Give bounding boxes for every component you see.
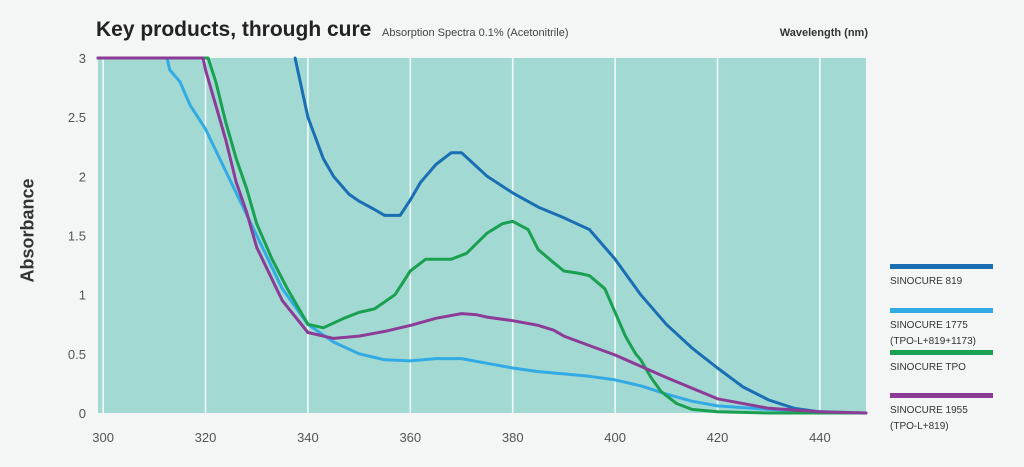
legend-swatch-4 bbox=[890, 393, 993, 398]
y-tick-label-1: 1 bbox=[79, 288, 86, 303]
legend-subname-4: (TPO-L+819) bbox=[890, 421, 949, 432]
legend-name-1: SINOCURE 819 bbox=[890, 276, 963, 287]
legend-subname-2: (TPO-L+819+1173) bbox=[890, 336, 976, 347]
series-line-1 bbox=[293, 56, 868, 415]
gridlines bbox=[102, 58, 821, 413]
legend-swatch-1 bbox=[890, 264, 993, 269]
legend-name-3: SINOCURE TPO bbox=[890, 362, 966, 373]
x-tick-label-360: 360 bbox=[399, 430, 421, 445]
plot-background bbox=[98, 58, 866, 413]
y-tick-label-3: 3 bbox=[79, 51, 86, 66]
legend-name-2: SINOCURE 1775 bbox=[890, 320, 968, 331]
x-tick-label-420: 420 bbox=[707, 430, 729, 445]
y-tick-label-2: 2 bbox=[79, 169, 86, 184]
series-group bbox=[96, 56, 868, 415]
legend-swatch-2 bbox=[890, 308, 993, 313]
x-tick-label-400: 400 bbox=[604, 430, 626, 445]
x-tick-label-380: 380 bbox=[502, 430, 524, 445]
x-tick-label-320: 320 bbox=[195, 430, 217, 445]
x-tick-label-440: 440 bbox=[809, 430, 831, 445]
x-tick-label-300: 300 bbox=[92, 430, 114, 445]
y-tick-label-2.5: 2.5 bbox=[68, 110, 86, 125]
series-line-2 bbox=[96, 56, 868, 415]
series-line-4 bbox=[96, 56, 868, 415]
legend-label-2: SINOCURE 1775 (TPO-L+819+1173) bbox=[890, 318, 1020, 350]
chart-subtitle: Absorption Spectra 0.1% (Acetonitrile) bbox=[382, 27, 569, 39]
series-line-3 bbox=[96, 56, 868, 415]
legend-label-3: SINOCURE TPO bbox=[890, 360, 1020, 376]
x-tick-label-340: 340 bbox=[297, 430, 319, 445]
y-tick-label-0.5: 0.5 bbox=[68, 347, 86, 362]
chart-title: Key products, through cure bbox=[96, 18, 372, 41]
legend-name-4: SINOCURE 1955 bbox=[890, 405, 968, 416]
legend-label-4: SINOCURE 1955 (TPO-L+819) bbox=[890, 403, 1020, 435]
legend-label-1: SINOCURE 819 bbox=[890, 274, 1020, 290]
y-tick-label-1.5: 1.5 bbox=[68, 229, 86, 244]
y-tick-labels: 0 0.5 1 1.5 2 2.5 3 bbox=[68, 51, 86, 421]
x-tick-labels: 300 320 340 360 380 400 420 440 bbox=[92, 430, 831, 445]
legend-swatch-3 bbox=[890, 350, 993, 355]
y-tick-label-0: 0 bbox=[79, 406, 86, 421]
x-axis-label: Wavelength (nm) bbox=[779, 27, 868, 39]
